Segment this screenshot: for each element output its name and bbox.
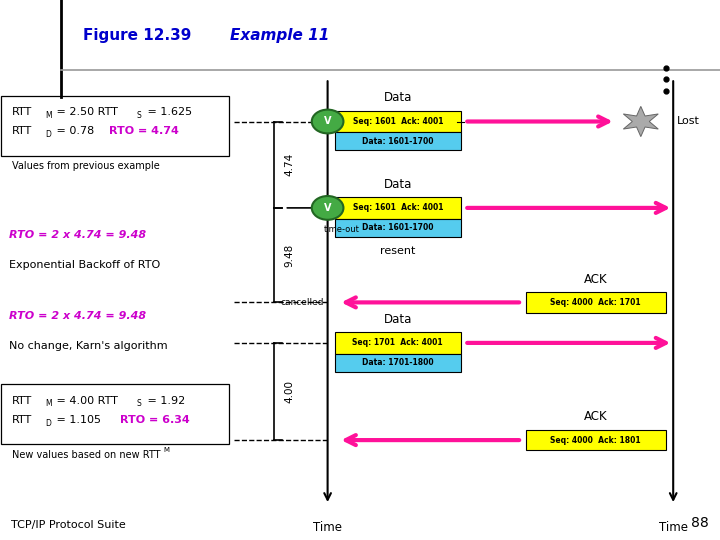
- Text: S: S: [137, 111, 142, 119]
- Text: RTO = 2 x 4.74 = 9.48: RTO = 2 x 4.74 = 9.48: [9, 311, 145, 321]
- Text: Values from previous example: Values from previous example: [12, 161, 160, 171]
- Circle shape: [312, 196, 343, 220]
- Text: RTO = 6.34: RTO = 6.34: [120, 415, 190, 425]
- Text: RTT: RTT: [12, 396, 32, 406]
- Text: Data: 1601-1700: Data: 1601-1700: [362, 223, 433, 232]
- Text: time-out: time-out: [324, 225, 360, 234]
- Text: Data: Data: [384, 178, 412, 191]
- Text: 88: 88: [691, 516, 709, 530]
- Circle shape: [312, 110, 343, 133]
- Text: M: M: [163, 447, 169, 453]
- Text: RTT: RTT: [12, 107, 32, 117]
- Text: = 0.78: = 0.78: [53, 126, 102, 136]
- FancyBboxPatch shape: [526, 292, 666, 313]
- Text: RTO = 4.74: RTO = 4.74: [109, 126, 179, 136]
- Text: Seq: 1701  Ack: 4001: Seq: 1701 Ack: 4001: [353, 339, 443, 347]
- Text: New values based on new RTT: New values based on new RTT: [12, 450, 161, 460]
- Text: resent: resent: [380, 246, 415, 256]
- Text: = 2.50 RTT: = 2.50 RTT: [53, 107, 118, 117]
- FancyBboxPatch shape: [1, 96, 229, 156]
- Text: Seq: 4000  Ack: 1701: Seq: 4000 Ack: 1701: [551, 298, 641, 307]
- Text: Data: 1601-1700: Data: 1601-1700: [362, 137, 433, 146]
- FancyBboxPatch shape: [335, 111, 461, 132]
- Text: Data: Data: [384, 313, 412, 326]
- Text: Example 11: Example 11: [230, 28, 330, 43]
- Text: Seq: 4000  Ack: 1801: Seq: 4000 Ack: 1801: [551, 436, 641, 444]
- Text: ACK: ACK: [584, 273, 608, 286]
- Text: Data: 1701-1800: Data: 1701-1800: [362, 358, 433, 367]
- Text: No change, Karn's algorithm: No change, Karn's algorithm: [9, 341, 167, 351]
- Text: = 1.625: = 1.625: [144, 107, 192, 117]
- Text: = 1.92: = 1.92: [144, 396, 185, 406]
- Text: Time: Time: [313, 521, 342, 534]
- Text: 9.48: 9.48: [284, 244, 294, 267]
- Text: ACK: ACK: [584, 410, 608, 423]
- FancyBboxPatch shape: [335, 332, 461, 354]
- Text: RTT: RTT: [12, 415, 32, 425]
- Text: Seq: 1601  Ack: 4001: Seq: 1601 Ack: 4001: [353, 204, 443, 212]
- Text: TCP/IP Protocol Suite: TCP/IP Protocol Suite: [11, 520, 125, 530]
- Text: RTT: RTT: [12, 126, 32, 136]
- Text: V: V: [324, 117, 331, 126]
- Text: V: V: [324, 203, 331, 213]
- Text: RTO = 2 x 4.74 = 9.48: RTO = 2 x 4.74 = 9.48: [9, 230, 145, 240]
- Text: Lost: Lost: [677, 117, 700, 126]
- FancyBboxPatch shape: [335, 132, 461, 150]
- Text: cancelled: cancelled: [281, 298, 324, 307]
- Text: Exponential Backoff of RTO: Exponential Backoff of RTO: [9, 260, 160, 270]
- FancyBboxPatch shape: [335, 219, 461, 237]
- Text: 4.74: 4.74: [284, 153, 294, 177]
- Text: Seq: 1601  Ack: 4001: Seq: 1601 Ack: 4001: [353, 117, 443, 126]
- Text: Time: Time: [659, 521, 688, 534]
- Text: M: M: [45, 400, 52, 408]
- FancyBboxPatch shape: [335, 354, 461, 372]
- Text: M: M: [45, 111, 52, 119]
- Text: = 1.105: = 1.105: [53, 415, 105, 425]
- Text: = 4.00 RTT: = 4.00 RTT: [53, 396, 118, 406]
- Text: D: D: [45, 419, 51, 428]
- Text: Data: Data: [384, 91, 412, 104]
- Text: Figure 12.39: Figure 12.39: [83, 28, 192, 43]
- Polygon shape: [624, 106, 658, 137]
- FancyBboxPatch shape: [526, 430, 666, 450]
- FancyBboxPatch shape: [1, 384, 229, 444]
- Text: S: S: [137, 400, 142, 408]
- Text: D: D: [45, 130, 51, 139]
- FancyBboxPatch shape: [335, 197, 461, 219]
- Text: 4.00: 4.00: [284, 380, 294, 403]
